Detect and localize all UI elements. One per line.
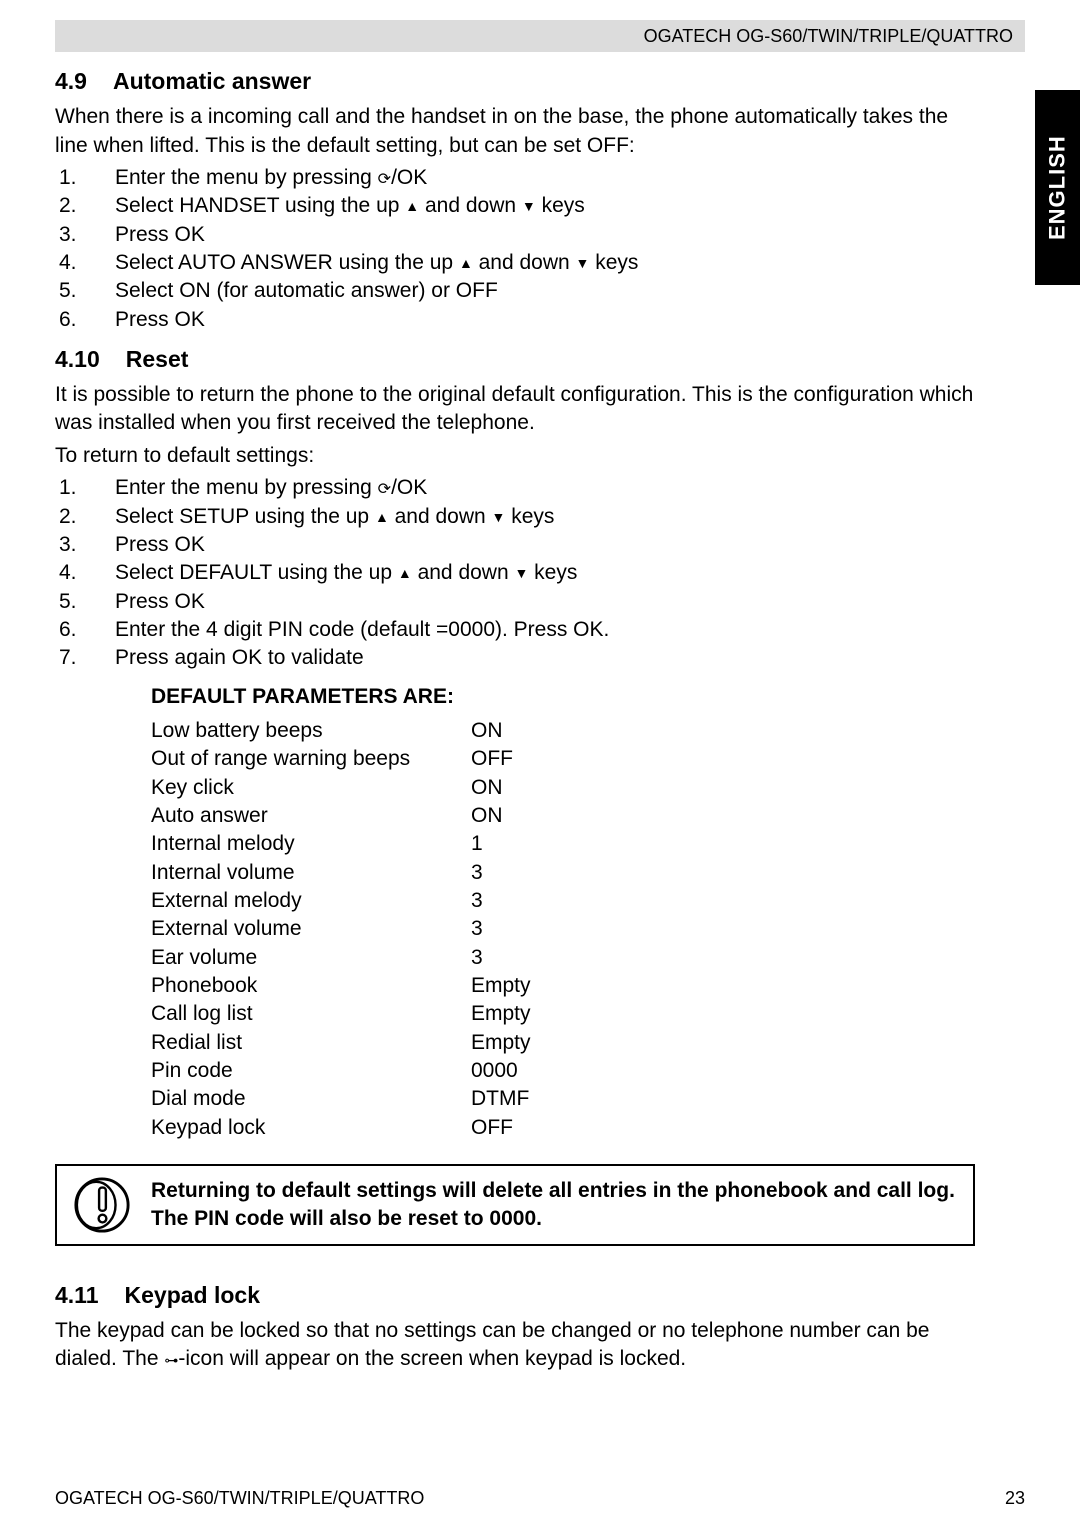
steps-list-4-10: 1.Enter the menu by pressing ⟳/OK 2.Sele… <box>59 474 975 672</box>
step-number: 6. <box>59 306 115 334</box>
step-number: 4. <box>59 559 115 587</box>
section-number: 4.11 <box>55 1280 99 1311</box>
header-model: OGATECH OG-S60/TWIN/TRIPLE/QUATTRO <box>55 20 1025 52</box>
step-text: Select ON (for automatic answer) or OFF <box>115 277 498 305</box>
step-text: Enter the menu by pressing ⟳/OK <box>115 474 427 502</box>
param-label: External volume <box>151 915 471 943</box>
up-arrow-icon: ▲ <box>375 509 389 525</box>
down-arrow-icon: ▼ <box>514 565 528 581</box>
step-number: 4. <box>59 249 115 277</box>
param-label: Phonebook <box>151 972 471 1000</box>
page-footer: OGATECH OG-S60/TWIN/TRIPLE/QUATTRO 23 <box>55 1486 1025 1510</box>
section-number: 4.9 <box>55 66 87 97</box>
param-label: Redial list <box>151 1029 471 1057</box>
down-arrow-icon: ▼ <box>576 255 590 271</box>
param-label: Key click <box>151 774 471 802</box>
section-intro: It is possible to return the phone to th… <box>55 381 975 438</box>
step-number: 3. <box>59 531 115 559</box>
param-value: ON <box>471 774 531 802</box>
default-parameters-table: Low battery beepsON Out of range warning… <box>151 717 531 1142</box>
param-label: Auto answer <box>151 802 471 830</box>
param-label: Pin code <box>151 1057 471 1085</box>
param-label: Internal volume <box>151 859 471 887</box>
language-tab: ENGLISH <box>1035 90 1080 285</box>
page-number: 23 <box>1005 1486 1025 1510</box>
param-value: 3 <box>471 915 531 943</box>
step-text: Select AUTO ANSWER using the up ▲ and do… <box>115 249 638 277</box>
down-arrow-icon: ▼ <box>522 198 536 214</box>
section-intro: The keypad can be locked so that no sett… <box>55 1317 975 1374</box>
param-label: Dial mode <box>151 1085 471 1113</box>
param-label: Internal melody <box>151 830 471 858</box>
param-label: Low battery beeps <box>151 717 471 745</box>
param-value: ON <box>471 802 531 830</box>
param-value: Empty <box>471 1029 531 1057</box>
step-text: Select HANDSET using the up ▲ and down ▼… <box>115 192 585 220</box>
step-text: Enter the 4 digit PIN code (default =000… <box>115 616 609 644</box>
section-intro: When there is a incoming call and the ha… <box>55 103 975 160</box>
param-value: 3 <box>471 944 531 972</box>
step-text: Select DEFAULT using the up ▲ and down ▼… <box>115 559 577 587</box>
step-number: 1. <box>59 474 115 502</box>
step-number: 6. <box>59 616 115 644</box>
param-value: Empty <box>471 1000 531 1028</box>
param-value: 3 <box>471 887 531 915</box>
param-value: 1 <box>471 830 531 858</box>
menu-icon: ⟳ <box>378 171 391 188</box>
section-title: Keypad lock <box>125 1280 261 1311</box>
param-value: DTMF <box>471 1085 531 1113</box>
param-value: OFF <box>471 745 531 773</box>
section-heading-4-11: 4.11 Keypad lock <box>55 1280 975 1311</box>
step-text: Press OK <box>115 588 205 616</box>
menu-icon: ⟳ <box>378 481 391 498</box>
section-number: 4.10 <box>55 344 100 375</box>
param-value: OFF <box>471 1114 531 1142</box>
param-value: 3 <box>471 859 531 887</box>
param-value: 0000 <box>471 1057 531 1085</box>
section-heading-4-9: 4.9 Automatic answer <box>55 66 975 97</box>
step-number: 2. <box>59 503 115 531</box>
step-text: Press OK <box>115 221 205 249</box>
step-number: 3. <box>59 221 115 249</box>
warning-text: Returning to default settings will delet… <box>151 1177 957 1234</box>
step-text: Press again OK to validate <box>115 644 364 672</box>
section-title: Reset <box>126 344 189 375</box>
param-label: Keypad lock <box>151 1114 471 1142</box>
section-heading-4-10: 4.10 Reset <box>55 344 975 375</box>
step-number: 2. <box>59 192 115 220</box>
param-label: Call log list <box>151 1000 471 1028</box>
step-text: Select SETUP using the up ▲ and down ▼ k… <box>115 503 554 531</box>
step-number: 5. <box>59 277 115 305</box>
param-value: ON <box>471 717 531 745</box>
up-arrow-icon: ▲ <box>405 198 419 214</box>
warning-note: Returning to default settings will delet… <box>55 1164 975 1246</box>
param-label: External melody <box>151 887 471 915</box>
steps-list-4-9: 1.Enter the menu by pressing ⟳/OK 2.Sele… <box>59 164 975 334</box>
section-title: Automatic answer <box>113 66 311 97</box>
alert-icon <box>73 1176 131 1234</box>
down-arrow-icon: ▼ <box>492 509 506 525</box>
step-number: 1. <box>59 164 115 192</box>
up-arrow-icon: ▲ <box>459 255 473 271</box>
step-text: Press OK <box>115 531 205 559</box>
param-value: Empty <box>471 972 531 1000</box>
default-parameters-title: DEFAULT PARAMETERS ARE: <box>151 683 975 711</box>
section-intro: To return to default settings: <box>55 442 975 470</box>
footer-model: OGATECH OG-S60/TWIN/TRIPLE/QUATTRO <box>55 1486 424 1510</box>
lock-key-icon: ⊶ <box>164 1352 178 1368</box>
up-arrow-icon: ▲ <box>398 565 412 581</box>
step-number: 5. <box>59 588 115 616</box>
step-text: Enter the menu by pressing ⟳/OK <box>115 164 427 192</box>
param-label: Out of range warning beeps <box>151 745 471 773</box>
param-label: Ear volume <box>151 944 471 972</box>
step-text: Press OK <box>115 306 205 334</box>
step-number: 7. <box>59 644 115 672</box>
